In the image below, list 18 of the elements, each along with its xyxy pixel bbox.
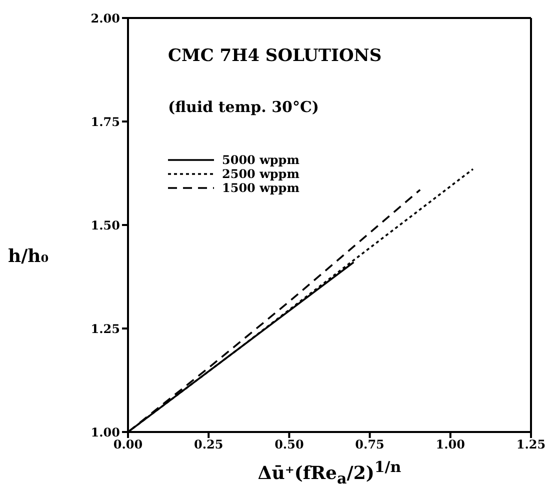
legend-label: 1500 wppm xyxy=(222,181,300,195)
x-tick-label: 0.75 xyxy=(355,438,384,452)
x-axis-title: Δū⁺(fRe$_{a}$/2)$^{1/n}$ xyxy=(256,458,402,488)
y-tick-label: 1.50 xyxy=(90,218,120,232)
y-tick-label: 1.25 xyxy=(90,322,120,336)
x-tick-label: 0.25 xyxy=(194,438,224,452)
text: (fluid temp. 30°C) xyxy=(168,98,320,116)
y-tick-label: 1.75 xyxy=(90,114,120,129)
x-tick-label: 1.25 xyxy=(516,438,546,452)
y-tick-label: 1.00 xyxy=(90,425,120,440)
x-tick-label: 0.50 xyxy=(274,438,304,452)
text: CMC 7H4 SOLUTIONS xyxy=(168,46,382,66)
legend-label: 5000 wppm xyxy=(222,153,300,167)
x-tick-label: 0.00 xyxy=(113,438,143,452)
legend-label: 2500 wppm xyxy=(222,167,300,181)
x-tick-label: 1.00 xyxy=(436,438,466,452)
y-tick-label: 2.00 xyxy=(90,11,120,26)
y-axis-title: h/h₀ xyxy=(8,246,49,267)
